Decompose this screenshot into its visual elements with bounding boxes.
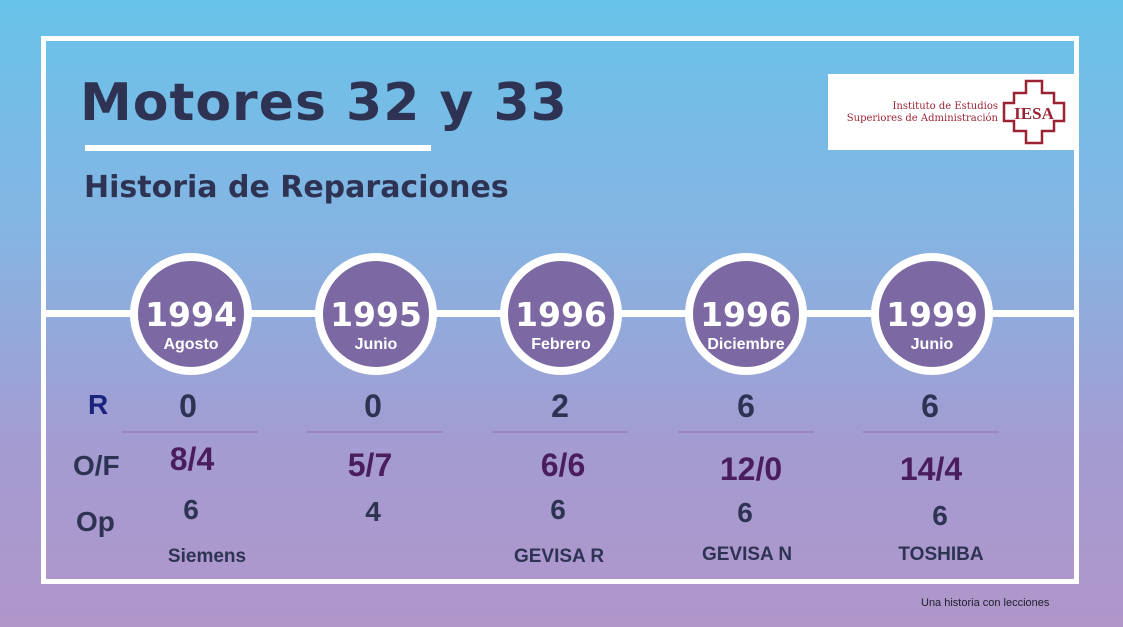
r-value-2: 0 (364, 388, 382, 424)
row-label-of: O/F (73, 450, 120, 481)
manufacturer-label-4: GEVISA N (701, 544, 793, 565)
event-month: Junio (354, 336, 398, 353)
event-month: Junio (910, 336, 954, 353)
r-value-3: 2 (551, 388, 569, 424)
timeline-node-2: 1995 Junio (315, 253, 437, 375)
of-value-1: 8/4 (169, 441, 215, 477)
op-value-4: 6 (737, 497, 753, 528)
event-year: 1994 (145, 295, 237, 334)
page-title: Motores 32 y 33 (80, 73, 568, 133)
iesa-emblem-icon: IESA (1002, 79, 1066, 145)
event-year: 1995 (330, 295, 422, 334)
event-year: 1996 (700, 295, 792, 334)
event-year: 1996 (515, 295, 607, 334)
row-separator (307, 431, 443, 433)
event-month: Diciembre (707, 336, 785, 353)
timeline-node-3: 1996 Febrero (500, 253, 622, 375)
row-separator (678, 431, 814, 433)
logo-line-1: Instituto de Estudios (892, 101, 998, 112)
r-value-5: 6 (921, 388, 939, 424)
page-subtitle: Historia de Reparaciones (84, 170, 509, 205)
logo-text: Instituto de Estudios Superiores de Admi… (838, 101, 998, 125)
manufacturer-label-1: Siemens (167, 546, 247, 567)
of-value-3: 6/6 (540, 447, 586, 483)
event-year: 1999 (886, 295, 978, 334)
row-separator (492, 431, 628, 433)
r-value-4: 6 (737, 388, 755, 424)
timeline-node-1: 1994 Agosto (130, 253, 252, 375)
footer-tagline: Una historia con lecciones (921, 597, 1050, 609)
event-month: Agosto (163, 336, 219, 353)
timeline-node-4: 1996 Diciembre (685, 253, 807, 375)
of-value-5: 14/4 (899, 451, 963, 487)
iesa-logo: Instituto de Estudios Superiores de Admi… (828, 74, 1075, 150)
r-value-1: 0 (179, 388, 197, 424)
title-underline (85, 145, 431, 151)
of-value-2: 5/7 (347, 447, 393, 483)
manufacturer-label-5: TOSHIBA (898, 544, 984, 565)
row-label-r: R (88, 389, 109, 420)
manufacturer-label-3: GEVISA R (513, 546, 605, 567)
event-month: Febrero (531, 336, 591, 353)
op-value-2: 4 (365, 496, 381, 527)
logo-mark: IESA (1014, 104, 1054, 123)
op-value-5: 6 (932, 500, 948, 531)
logo-line-2: Superiores de Administración (846, 113, 998, 124)
of-value-4: 12/0 (719, 451, 783, 487)
row-separator (122, 431, 258, 433)
row-separator (863, 431, 999, 433)
op-value-3: 6 (550, 494, 566, 525)
row-label-op: Op (76, 506, 115, 537)
op-value-1: 6 (183, 494, 199, 525)
timeline-node-5: 1999 Junio (871, 253, 993, 375)
